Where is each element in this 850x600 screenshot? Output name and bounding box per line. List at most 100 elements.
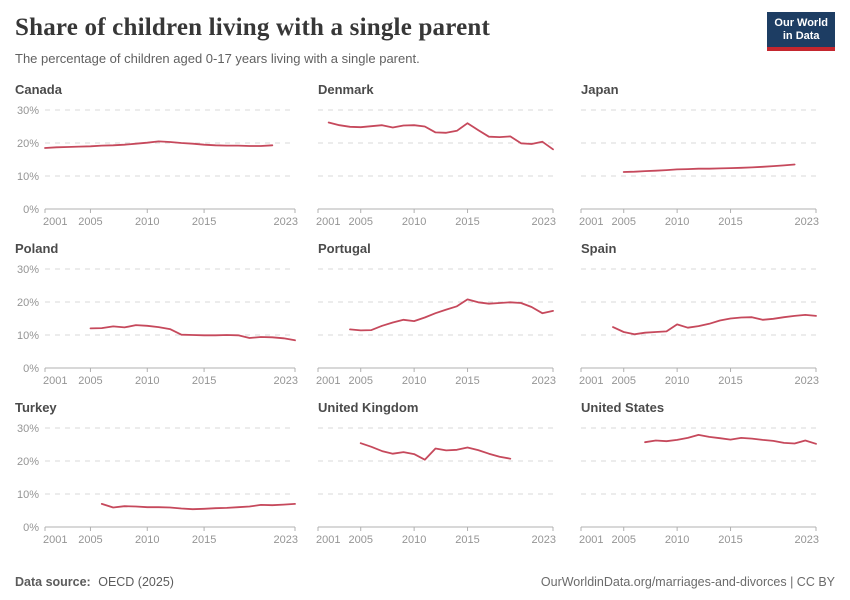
chart-title: Poland (15, 241, 59, 256)
x-tick-label: 2005 (348, 375, 372, 387)
charts-grid: Canada 0% 10% 20% 30% 2001 2005 2010 2015 2023 Den… (0, 66, 850, 546)
x-tick-label: 2001 (579, 375, 603, 387)
line-chart: 2001 2005 2010 2015 2023 (579, 268, 819, 387)
chart-panel: Japan 2001 2005 2010 2015 2023 (579, 82, 831, 228)
y-tick-label: 30% (17, 423, 39, 435)
x-tick-label: 2023 (274, 375, 298, 387)
x-tick-label: 2005 (78, 216, 102, 228)
data-line (644, 433, 817, 445)
x-tick-label: 2001 (43, 534, 67, 546)
x-tick-label: 2023 (795, 534, 819, 546)
x-tick-label: 2005 (611, 216, 635, 228)
x-tick-label: 2023 (795, 216, 819, 228)
x-tick-label: 2001 (316, 375, 340, 387)
chart-panel: Denmark 2001 2005 2010 2015 2023 (316, 82, 568, 228)
x-tick-label: 2015 (718, 534, 742, 546)
x-tick-label: 2015 (455, 375, 479, 387)
chart-title: United States (581, 400, 665, 415)
x-tick-label: 2001 (316, 216, 340, 228)
data-line (612, 314, 817, 336)
chart-panel: Turkey 0% 10% 20% 30% 2001 2005 2010 2015 2023 (15, 400, 305, 546)
chart-title: Turkey (15, 400, 57, 415)
x-tick-label: 2023 (532, 534, 556, 546)
x-tick-label: 2005 (348, 534, 372, 546)
x-tick-label: 2005 (78, 375, 102, 387)
x-tick-label: 2010 (665, 534, 689, 546)
data-line (359, 442, 512, 461)
owid-logo: Our World in Data (767, 12, 835, 51)
logo-line1: Our World (774, 17, 828, 29)
x-tick-label: 2015 (718, 375, 742, 387)
data-line (327, 121, 554, 151)
footer: Data source: OECD (2025) OurWorldinData.… (15, 575, 835, 589)
data-source: Data source: OECD (2025) (15, 575, 174, 589)
page-title: Share of children living with a single p… (15, 14, 491, 41)
attribution-divider: | (786, 575, 797, 589)
x-tick-label: 2015 (192, 534, 216, 546)
header: Share of children living with a single p… (0, 0, 850, 66)
x-tick-label: 2010 (665, 375, 689, 387)
x-tick-label: 2001 (316, 534, 340, 546)
chart-panel: Portugal 2001 2005 2010 2015 2023 (316, 241, 568, 387)
data-line (89, 324, 296, 342)
x-tick-label: 2010 (135, 534, 159, 546)
y-tick-label: 10% (17, 171, 39, 183)
y-tick-label: 30% (17, 264, 39, 276)
x-tick-label: 2010 (135, 216, 159, 228)
data-source-value: OECD (2025) (98, 575, 174, 589)
x-tick-label: 2005 (611, 534, 635, 546)
line-chart: 2001 2005 2010 2015 2023 (316, 268, 556, 387)
x-tick-label: 2015 (455, 534, 479, 546)
y-tick-label: 20% (17, 138, 39, 150)
line-chart: 0% 10% 20% 30% 2001 2005 2010 2015 2023 (17, 105, 298, 228)
page-subtitle: The percentage of children aged 0-17 yea… (15, 51, 420, 66)
x-tick-label: 2015 (455, 216, 479, 228)
x-tick-label: 2015 (192, 375, 216, 387)
data-line (622, 163, 796, 173)
data-line (349, 298, 554, 332)
x-tick-label: 2010 (135, 375, 159, 387)
chart-title: Portugal (318, 241, 371, 256)
x-tick-label: 2023 (274, 216, 298, 228)
x-tick-label: 2023 (795, 375, 819, 387)
chart-title: Canada (15, 82, 62, 97)
y-tick-label: 20% (17, 297, 39, 309)
line-chart: 0% 10% 20% 30% 2001 2005 2010 2015 2023 (17, 264, 298, 387)
line-chart: 2001 2005 2010 2015 2023 (316, 427, 556, 546)
x-tick-label: 2001 (43, 216, 67, 228)
x-tick-label: 2001 (579, 216, 603, 228)
y-tick-label: 0% (23, 204, 39, 216)
x-tick-label: 2001 (43, 375, 67, 387)
x-tick-label: 2023 (274, 534, 298, 546)
x-tick-label: 2023 (532, 216, 556, 228)
y-tick-label: 0% (23, 522, 39, 534)
chart-title: Spain (581, 241, 617, 256)
line-chart: 0% 10% 20% 30% 2001 2005 2010 2015 2023 (17, 423, 298, 546)
y-tick-label: 30% (17, 105, 39, 117)
y-tick-label: 10% (17, 489, 39, 501)
x-tick-label: 2010 (402, 375, 426, 387)
attribution-url[interactable]: OurWorldinData.org/marriages-and-divorce… (540, 575, 787, 589)
x-tick-label: 2015 (718, 216, 742, 228)
license-label: CC BY (796, 575, 835, 589)
y-tick-label: 10% (17, 330, 39, 342)
x-tick-label: 2005 (611, 375, 635, 387)
attribution: OurWorldinData.org/marriages-and-divorce… (541, 575, 835, 589)
chart-title: United Kingdom (318, 400, 419, 415)
chart-title: Denmark (318, 82, 374, 97)
y-tick-label: 20% (17, 456, 39, 468)
x-tick-label: 2005 (348, 216, 372, 228)
logo-line2: in Data (782, 30, 820, 42)
data-line (44, 140, 274, 149)
x-tick-label: 2010 (665, 216, 689, 228)
line-chart: 2001 2005 2010 2015 2023 (316, 109, 556, 228)
chart-title: Japan (581, 82, 619, 97)
chart-panel: Canada 0% 10% 20% 30% 2001 2005 2010 2015 2023 (15, 82, 305, 228)
chart-panel: Spain 2001 2005 2010 2015 2023 (579, 241, 831, 387)
x-tick-label: 2015 (192, 216, 216, 228)
line-chart: 2001 2005 2010 2015 2023 (579, 427, 819, 546)
x-tick-label: 2010 (402, 534, 426, 546)
x-tick-label: 2005 (78, 534, 102, 546)
line-chart: 2001 2005 2010 2015 2023 (579, 109, 819, 228)
